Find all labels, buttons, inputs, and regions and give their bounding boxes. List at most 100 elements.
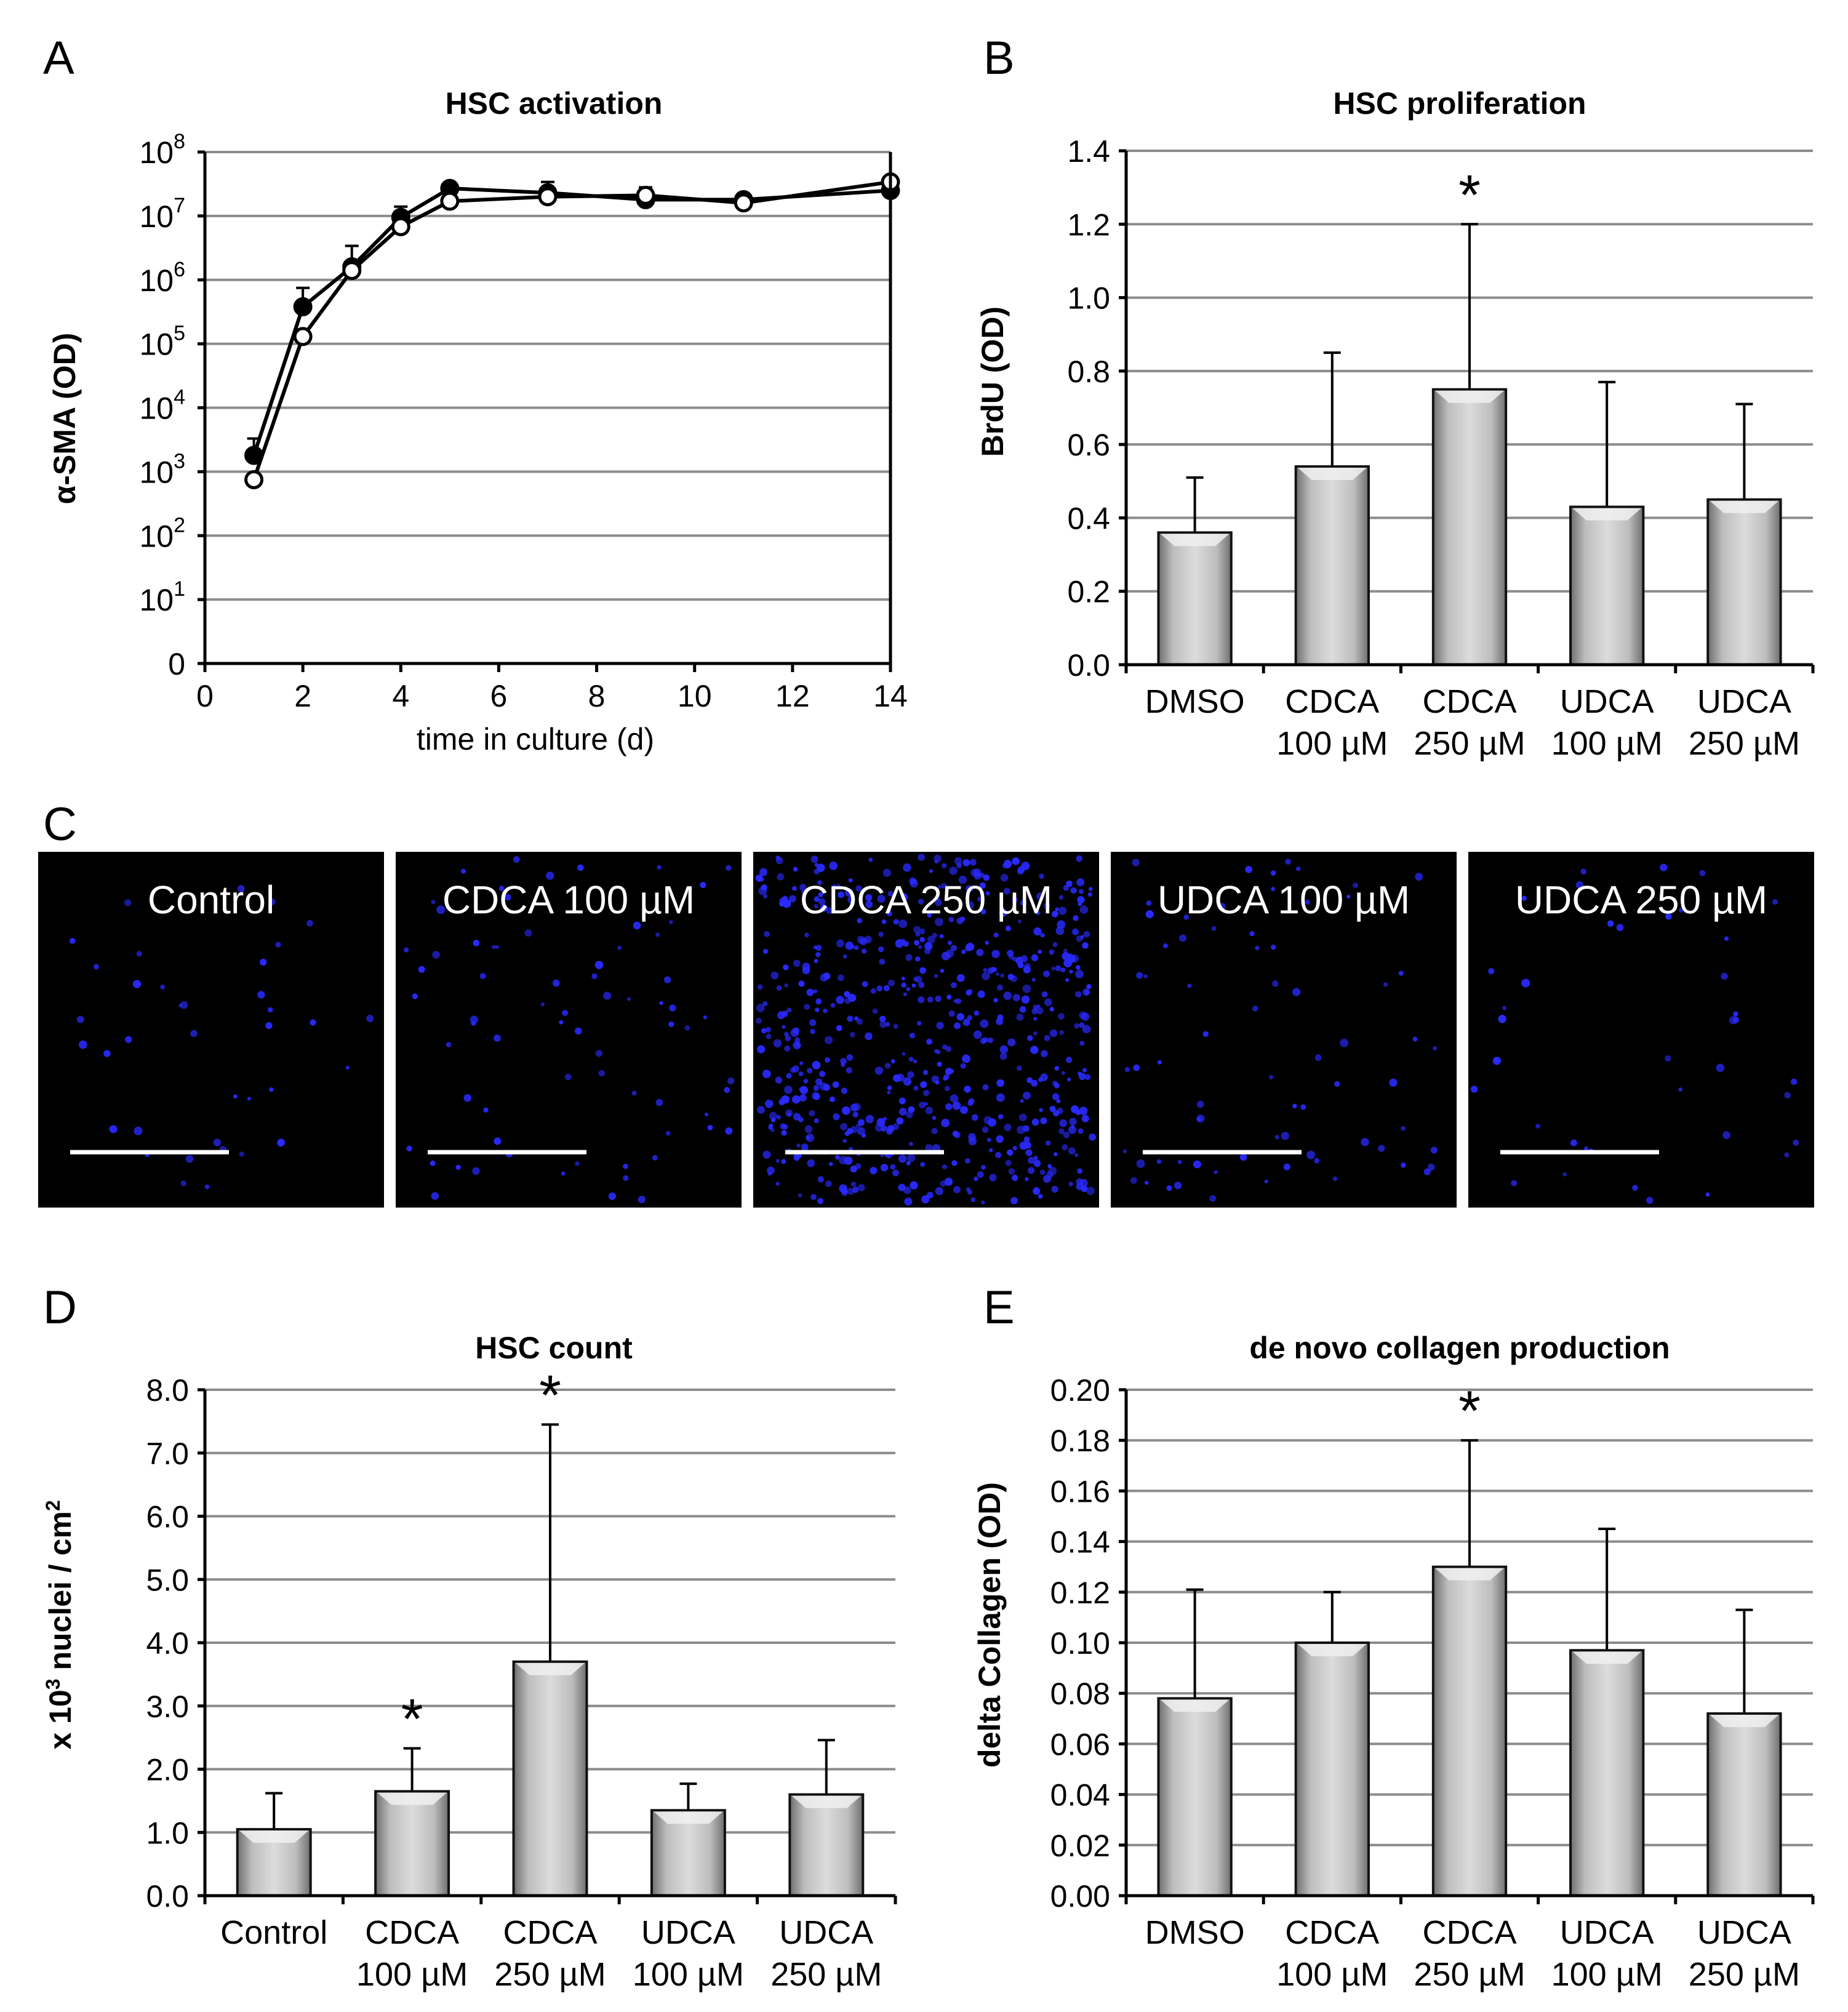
nucleus-dot — [918, 899, 924, 905]
panel-a-open-point — [538, 187, 558, 207]
nucleus-dot — [995, 972, 1000, 976]
nucleus-dot — [1087, 892, 1092, 897]
nucleus-dot — [915, 956, 921, 962]
nucleus-dot — [1187, 984, 1192, 988]
nucleus-dot — [1305, 899, 1311, 905]
nucleus-dot — [1306, 1150, 1315, 1160]
nucleus-dot — [974, 1010, 980, 1016]
nucleus-dot — [919, 937, 926, 942]
nucleus-dot — [1011, 1174, 1018, 1181]
nucleus-dot — [1031, 1080, 1038, 1087]
nucleus-dot — [942, 1164, 947, 1169]
panel-a-y-tick-base: 10 — [139, 455, 174, 489]
nucleus-dot — [918, 945, 922, 949]
nucleus-dot — [879, 958, 886, 965]
nucleus-dot — [996, 1079, 1004, 1088]
nucleus-dot — [898, 1097, 906, 1105]
nucleus-dot — [1521, 896, 1527, 901]
nucleus-dot — [949, 867, 958, 875]
nucleus-dot — [903, 992, 907, 996]
panel-d-category-label: 250 µM — [494, 1956, 606, 1993]
nucleus-dot — [1575, 881, 1584, 889]
nucleus-dot — [1055, 926, 1065, 936]
panel-d-category-label: 100 µM — [633, 1956, 744, 1993]
nucleus-dot — [929, 869, 933, 873]
nucleus-dot — [1044, 998, 1052, 1006]
nucleus-dot — [1049, 1029, 1058, 1037]
nucleus-dot — [882, 868, 891, 877]
nucleus-dot — [1772, 899, 1778, 905]
nucleus-dot — [906, 987, 911, 992]
nucleus-dot — [791, 886, 797, 891]
panel-a-y-tick-base: 10 — [139, 519, 174, 553]
panel-a-x-tick-label: 12 — [775, 679, 810, 713]
nucleus-dot — [906, 1153, 916, 1163]
micrograph-background — [1468, 852, 1814, 1208]
nucleus-dot — [876, 985, 883, 992]
nucleus-dot — [1162, 943, 1169, 948]
nucleus-dot — [1179, 934, 1187, 942]
nucleus-dot — [839, 1156, 848, 1165]
nucleus-dot — [892, 1169, 899, 1177]
panel-e-title: de novo collagen production — [1249, 1331, 1670, 1365]
nucleus-dot — [1017, 868, 1024, 875]
nucleus-dot — [918, 996, 925, 1003]
nucleus-dot — [887, 1085, 892, 1091]
nucleus-dot — [902, 1052, 906, 1056]
nucleus-dot — [1089, 1133, 1096, 1141]
panel-a-y-tick-base: 10 — [139, 327, 174, 362]
panel-d-bar-bevel — [377, 1792, 447, 1805]
nucleus-dot — [366, 1014, 374, 1022]
nucleus-dot — [862, 981, 868, 987]
nucleus-dot — [494, 1137, 502, 1145]
nucleus-dot — [830, 1003, 836, 1008]
panel-b-bar-bevel — [1160, 534, 1230, 547]
nucleus-dot — [815, 1008, 820, 1012]
nucleus-dot — [1272, 980, 1279, 987]
panel-a-y-tick-label: 108 — [139, 130, 185, 170]
nucleus-dot — [989, 1174, 997, 1182]
nucleus-dot — [1082, 1025, 1091, 1034]
nucleus-dot — [903, 1077, 912, 1086]
nucleus-dot — [812, 1060, 821, 1070]
nucleus-dot — [770, 971, 779, 980]
nucleus-dot — [770, 1128, 775, 1132]
nucleus-dot — [764, 931, 770, 937]
nucleus-dot — [784, 1085, 793, 1094]
panel-b-ylabel: BrdU (OD) — [975, 307, 1010, 457]
nucleus-dot — [1017, 1065, 1022, 1071]
nucleus-dot — [944, 1085, 950, 1091]
panel-e-y-tick-label: 0.14 — [1050, 1525, 1110, 1560]
nucleus-dot — [953, 999, 958, 1003]
nucleus-dot — [495, 945, 500, 949]
nucleus-dot — [277, 1139, 285, 1147]
nucleus-dot — [814, 904, 818, 908]
nucleus-dot — [926, 1038, 933, 1045]
nucleus-dot — [762, 1070, 771, 1078]
panel-b-bar — [1706, 498, 1782, 666]
nucleus-dot — [1088, 887, 1093, 891]
nucleus-dot — [617, 945, 622, 950]
panel-e-category-label: 100 µM — [1276, 1956, 1388, 1993]
nucleus-dot — [997, 1014, 1004, 1020]
nucleus-dot — [817, 864, 825, 872]
nucleus-dot — [775, 1076, 783, 1084]
nucleus-dot — [983, 874, 990, 881]
nucleus-dot — [898, 919, 908, 928]
nucleus-dot — [1314, 1158, 1320, 1164]
nucleus-dot — [724, 1087, 730, 1093]
nucleus-dot — [1084, 1074, 1091, 1080]
nucleus-dot — [999, 908, 1007, 917]
panel-d-y-tick-label: 3.0 — [146, 1689, 189, 1724]
nucleus-dot — [1031, 1008, 1038, 1015]
nucleus-dot — [836, 939, 844, 948]
panel-a-series-line — [252, 186, 891, 456]
nucleus-dot — [879, 1016, 886, 1022]
nucleus-dot — [970, 1197, 976, 1203]
nucleus-dot — [767, 1166, 775, 1174]
nucleus-dot — [855, 885, 862, 892]
nucleus-dot — [818, 892, 823, 897]
nucleus-dot — [1007, 974, 1014, 980]
nucleus-dot — [817, 1176, 824, 1183]
